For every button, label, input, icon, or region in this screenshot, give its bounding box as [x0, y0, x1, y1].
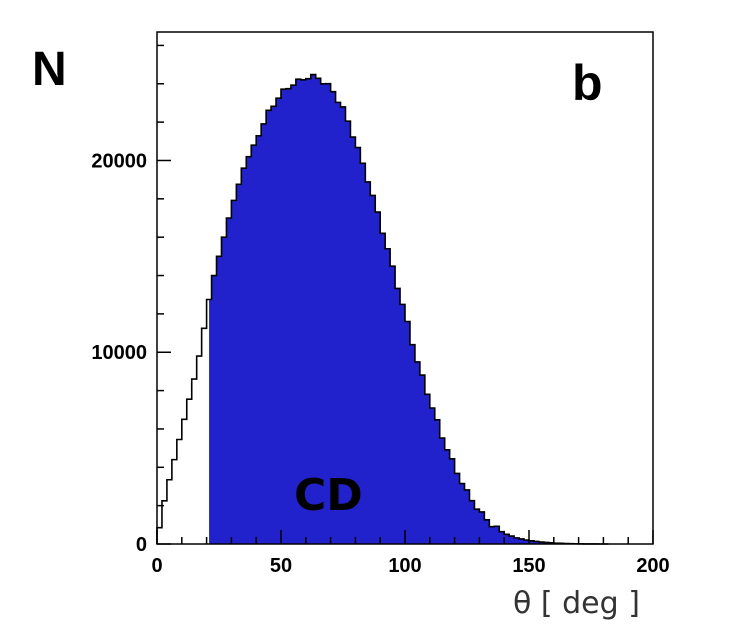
x-tick-label: 100 — [388, 555, 421, 577]
x-tick-label: 150 — [512, 555, 545, 577]
y-axis-label: N — [32, 43, 67, 96]
y-tick-label: 20000 — [91, 150, 147, 172]
panel-label: b — [572, 55, 603, 111]
x-tick-label: 200 — [636, 555, 669, 577]
histogram-layer — [156, 73, 609, 545]
y-tick-label: 10000 — [91, 342, 147, 364]
histogram-outline — [156, 73, 609, 545]
x-tick-label: 0 — [151, 555, 162, 577]
axis-layer: 0 50 100 150 200 0 10000 20000 — [91, 44, 670, 577]
region-label: CD — [294, 470, 363, 521]
shaded-region-fill — [209, 74, 609, 544]
y-tick-label: 0 — [136, 534, 147, 556]
x-axis-label: θ [ deg ] — [513, 586, 640, 621]
x-tick-label: 50 — [270, 555, 292, 577]
